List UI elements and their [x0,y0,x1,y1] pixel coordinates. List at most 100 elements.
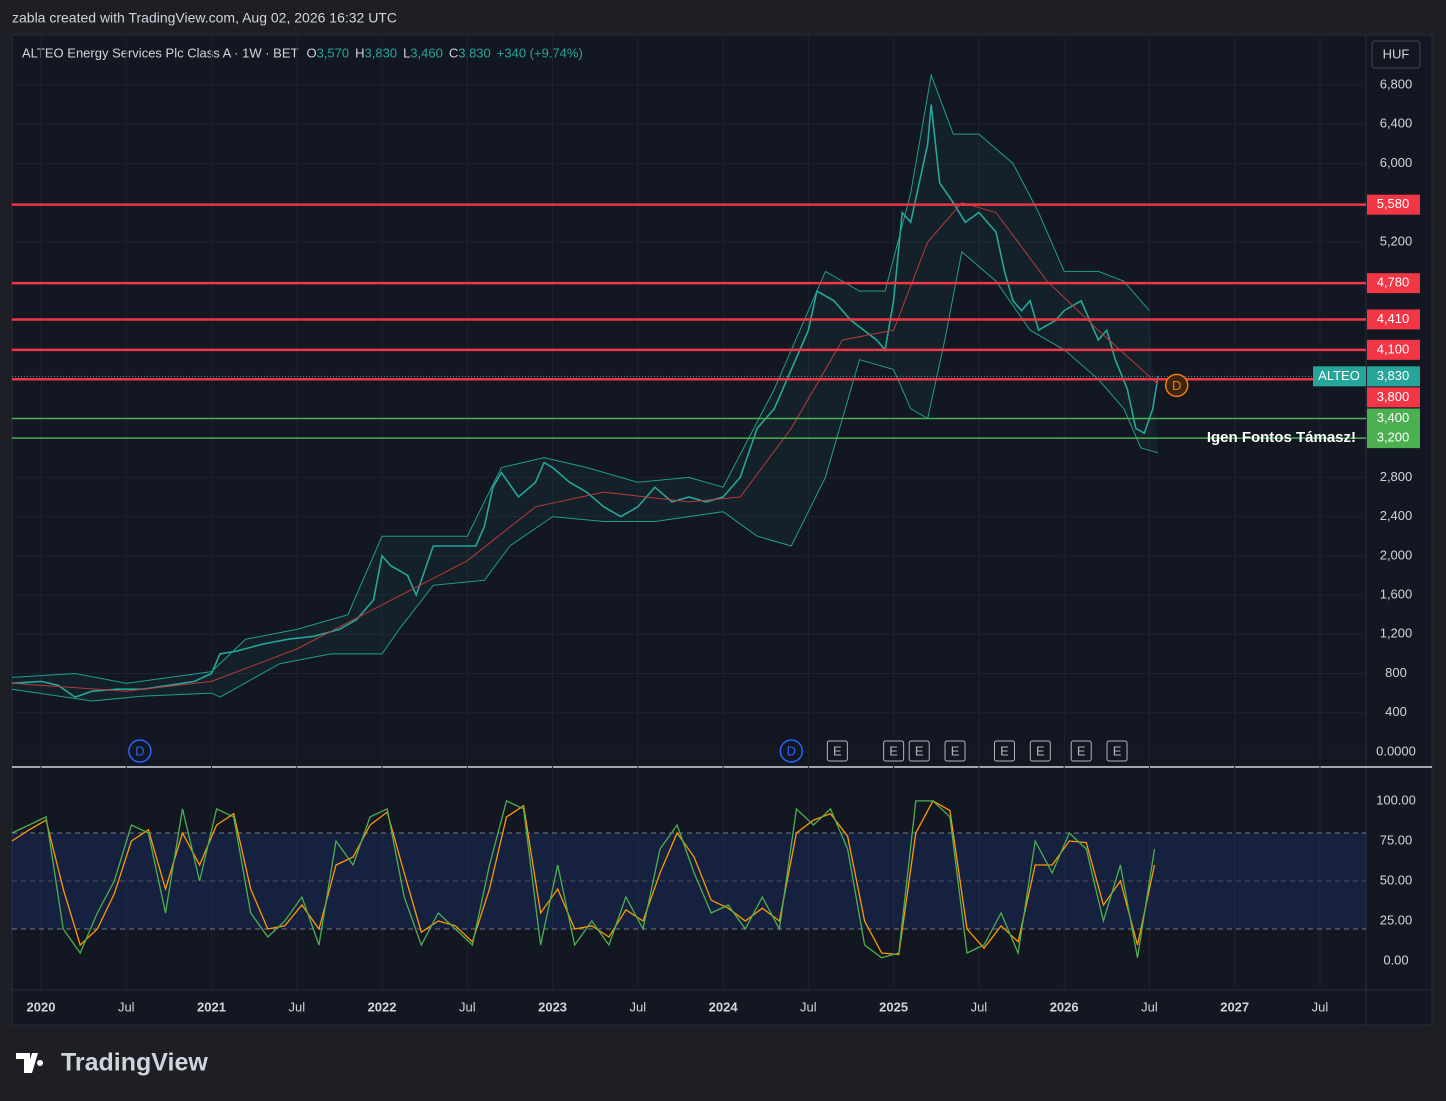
price-line [11,73,1150,684]
x-tick-label: 2023 [538,999,567,1014]
osc-tick-label: 25.00 [1380,912,1413,927]
event-marker [1106,740,1128,762]
symbol-title: ALTEO Energy Services Plc Class A · 1W ·… [22,45,299,60]
y-tick-label: 800 [1385,665,1407,680]
event-marker [1164,373,1189,398]
logo: TradingView [16,1049,208,1077]
x-tick-label: 2025 [879,999,908,1014]
last-price-name-box [1313,366,1366,387]
osc-tick-label: 0.00 [1383,952,1408,967]
x-tick-label: 2020 [27,999,56,1014]
level-label-box [1367,194,1420,215]
level-label: 3,400 [1377,410,1410,425]
band-fill [12,75,1158,701]
event-marker [1070,740,1092,762]
legend: ALTEO Energy Services Plc Class A · 1W ·… [22,45,299,60]
ohlc-key: C [449,45,458,60]
last-price-name: ALTEO [1318,368,1360,383]
event-marker [883,740,905,762]
ohlc-key: H [355,45,364,60]
y-tick-label: 2,800 [1380,469,1413,484]
event-label: D [1172,378,1181,393]
x-tick-label: Jul [1141,999,1158,1014]
y-tick-label: 1,200 [1380,626,1413,641]
credit: zabla created with TradingView.com, Aug … [12,10,397,26]
y-tick-label: 1,600 [1380,586,1413,601]
level-label: 4,100 [1377,341,1410,356]
chart-frame [11,34,1433,1026]
ohlc-value: 3,460 [410,45,443,60]
event-marker [1029,740,1051,762]
level-label: 5,580 [1377,196,1410,211]
currency[interactable]: HUF [1383,46,1410,61]
x-tick-label: Jul [971,999,988,1014]
event-label: E [889,743,898,758]
ohlc-key: L [403,45,410,60]
event-label: E [951,743,960,758]
price-line [11,202,1159,692]
x-tick-label: 2026 [1050,999,1079,1014]
change: +340 (+9.74%) [497,45,583,60]
level-label-box [1367,408,1420,429]
x-tick-label: Jul [800,999,817,1014]
level-label-box [1367,273,1420,294]
y-tick-label: 0.0000 [1376,743,1416,758]
x-tick-label: Jul [630,999,647,1014]
ohlc-key: O [306,45,316,60]
event-label: E [833,743,842,758]
last-price-label: 3,830 [1377,368,1410,383]
currency-button[interactable] [1371,40,1421,69]
event-marker [944,740,966,762]
level-label-box [1367,387,1420,408]
event-label: E [1036,743,1045,758]
y-tick-label: 2,400 [1380,508,1413,523]
x-tick-label: 2021 [197,999,226,1014]
annotation: Igen Fontos Támasz! [1207,429,1356,446]
y-tick-label: 400 [1385,704,1407,719]
event-marker [826,740,848,762]
event-marker [908,740,930,762]
level-label-box [1367,339,1420,360]
x-tick-label: 2022 [368,999,397,1014]
event-marker [128,739,152,763]
y-tick-label: 6,400 [1380,116,1413,131]
x-tick-label: 2024 [709,999,739,1014]
level-label: 4,780 [1377,275,1410,290]
price-line [11,104,1159,698]
last-price-box [1367,366,1420,387]
x-tick-label: Jul [1312,999,1329,1014]
event-marker [993,740,1015,762]
level-label: 3,200 [1377,430,1410,445]
level-label-box [1367,309,1420,330]
event-marker [779,739,804,763]
osc-tick-label: 50.00 [1380,872,1413,887]
osc-tick-label: 75.00 [1380,832,1413,847]
level-label-box [1367,428,1420,449]
y-tick-label: 6,800 [1380,76,1413,91]
oscillator-line [11,800,1156,956]
event-label: D [135,743,144,758]
level-label: 3,800 [1377,389,1410,404]
logo-icon [16,1053,44,1073]
ohlc-value: 3,830 [365,45,398,60]
x-tick-label: 2027 [1220,999,1249,1014]
ohlc-value: 3,830 [458,45,491,60]
x-tick-label: Jul [288,999,305,1014]
y-tick-label: 2,000 [1380,547,1413,562]
y-tick-label: 5,200 [1380,233,1413,248]
price-line [11,250,1159,702]
event-label: D [787,743,796,758]
y-tick-label: 6,000 [1380,155,1413,170]
x-tick-label: Jul [118,999,135,1014]
level-label: 4,410 [1377,311,1410,326]
oscillator-line [11,799,1156,959]
logo-text: TradingView [61,1049,208,1077]
x-tick-label: Jul [459,999,476,1014]
event-label: E [915,743,924,758]
osc-tick-label: 100.00 [1376,792,1416,807]
event-label: E [1000,743,1009,758]
event-label: E [1113,743,1122,758]
ohlc-value: 3,570 [317,45,350,60]
event-label: E [1077,743,1086,758]
